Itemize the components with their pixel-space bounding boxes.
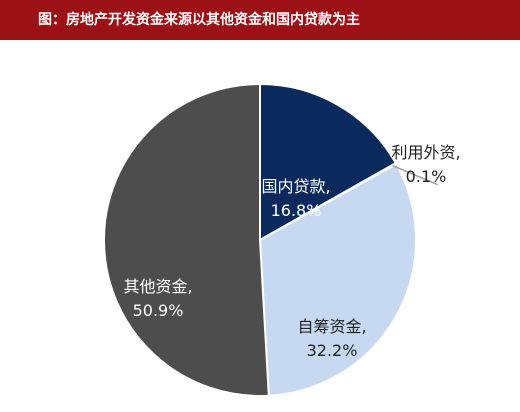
slice-value-3: 32.2%	[307, 341, 358, 360]
slice-label-4: 其他资金,	[123, 277, 192, 296]
leader-line-2	[392, 164, 438, 186]
slice-label-1: 国内贷款,	[261, 177, 330, 196]
pie-chart-svg: 国内贷款, 16.8% 利用外资, 0.1% 自筹资金, 32.2% 其他资金, 50.9%	[103, 82, 461, 397]
slice-value-2: 0.1%	[406, 167, 447, 186]
slice-value-4: 50.9%	[133, 301, 184, 320]
chart-title: 图：房地产开发资金来源以其他资金和国内贷款为主	[0, 0, 520, 40]
pie-slice-4	[103, 82, 270, 397]
slice-value-1: 16.8%	[271, 201, 322, 220]
slice-label-2: 利用外资,	[391, 143, 460, 162]
pie-slice-1	[259, 82, 398, 242]
slice-label-3: 自筹资金,	[297, 317, 366, 336]
pie-slice-3	[258, 162, 417, 397]
pie-chart: 国内贷款, 16.8% 利用外资, 0.1% 自筹资金, 32.2% 其他资金, 50.9%	[0, 40, 520, 408]
